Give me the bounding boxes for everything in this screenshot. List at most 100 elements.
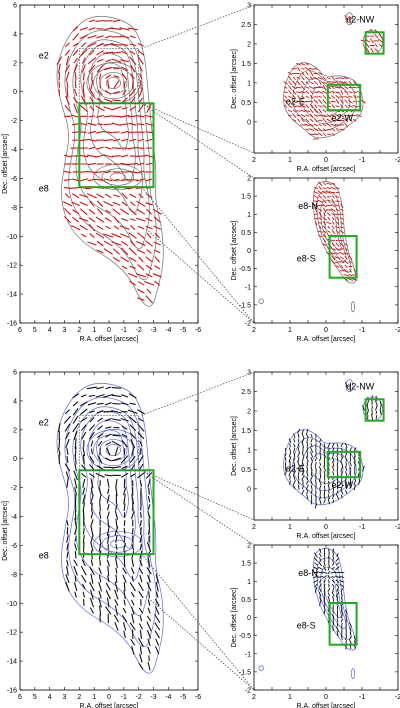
p3-vector: [318, 208, 323, 212]
p1-vector: [145, 217, 153, 222]
p5-vector: [345, 490, 348, 494]
p2-vector: [284, 86, 288, 89]
p5-vector: [284, 465, 287, 472]
p4-vector: [98, 574, 102, 583]
p4-vector: [139, 574, 143, 583]
p3-vector: [331, 221, 335, 225]
p3-vector: [314, 220, 318, 226]
p3-xtick-label: 2: [252, 327, 256, 334]
p3-vector: [323, 212, 326, 216]
p4-vector: [131, 527, 134, 535]
p3-vector: [330, 208, 336, 212]
p3-vector: [322, 204, 327, 208]
p1-vector: [121, 97, 128, 104]
p2-vector: [283, 81, 288, 85]
p4-ytick-label: -2: [11, 485, 17, 492]
p4-vector: [106, 559, 110, 567]
p2-vector: [297, 95, 300, 99]
p4-vector: [74, 446, 77, 457]
p1-xtick-label: 3: [63, 327, 67, 334]
p5-vector: [305, 433, 309, 439]
p6-vector: [335, 583, 340, 588]
p5-vector: [362, 465, 365, 472]
p4-vector: [123, 590, 126, 599]
p1-vector: [87, 178, 97, 182]
p3-contour: [258, 298, 264, 304]
p4-vector: [147, 511, 151, 520]
p3-ytick-label: 1: [247, 212, 251, 219]
p5-vector: [319, 457, 322, 462]
p1-xtick-label: 2: [77, 327, 81, 334]
p4-vector: [66, 551, 69, 559]
p3-vector: [340, 264, 344, 269]
p2-vector: [284, 104, 288, 108]
p1-region-label: e2: [39, 50, 49, 60]
p1-vector: [113, 194, 120, 198]
p1-vector: [136, 249, 146, 254]
p2-vector: [375, 43, 378, 48]
p2-vector: [309, 100, 314, 103]
p3-ytick-label: 1.5: [241, 194, 251, 201]
p4-vector: [123, 494, 126, 505]
p5-vector: [297, 475, 300, 481]
p4-vector: [123, 543, 126, 551]
p3-vector: [335, 226, 340, 229]
p3-vector: [322, 198, 327, 204]
p1-vector: [105, 193, 112, 198]
p1-vector: [121, 247, 129, 256]
p1-vector: [128, 122, 137, 126]
p5-vector: [344, 442, 348, 448]
p2-vector: [313, 91, 319, 93]
p5-vector: [319, 498, 322, 505]
p5-vector: [353, 461, 356, 467]
p1-vector: [79, 27, 88, 31]
p2-vector: [344, 90, 349, 94]
p6-ytick-label: 1: [247, 579, 251, 586]
p1-vector: [146, 232, 152, 239]
p5-vector: [345, 457, 347, 462]
p1-vector: [152, 208, 162, 215]
p6-vector: [318, 583, 322, 588]
p6-vector: [330, 571, 336, 574]
p4-vector: [89, 473, 95, 478]
p2-vector: [313, 108, 319, 114]
p2-vector: [322, 104, 327, 108]
p2-vector: [313, 133, 319, 136]
p1-vector: [88, 146, 96, 150]
p4-vector: [88, 394, 96, 397]
p4-xtick-label: 6: [18, 694, 22, 701]
p2-contour: [345, 12, 354, 25]
p4-vector: [138, 662, 144, 670]
p1-vector: [112, 19, 120, 22]
p5-ytick-label: 0: [247, 486, 251, 493]
p3-vector: [339, 230, 345, 234]
p1-vector: [120, 66, 129, 71]
p3-ytick-label: 0: [247, 248, 251, 255]
p6-vector: [332, 622, 335, 628]
p6-contour: [350, 668, 356, 680]
p1-vector: [120, 35, 129, 39]
p6-vector: [349, 639, 352, 645]
p4-vector: [114, 446, 119, 457]
p6-vector: [314, 552, 318, 558]
p5-vector: [301, 485, 304, 490]
p3-vector: [331, 213, 336, 216]
p4-vector: [66, 447, 69, 456]
p4-vector: [65, 581, 70, 592]
p2-ytick-label: 2: [247, 41, 251, 48]
p1-vector: [112, 208, 121, 215]
p4-vector: [140, 512, 142, 519]
p1-vector: [119, 114, 130, 118]
p5-vector: [297, 433, 300, 439]
p5-xtick-label: 0: [324, 524, 328, 531]
p2-vector: [284, 95, 288, 99]
p5-vector: [306, 480, 309, 485]
p4-vector: [96, 410, 104, 414]
p4-vector: [90, 519, 94, 527]
p3-vector: [348, 274, 353, 277]
p1-vector: [136, 241, 146, 246]
p6-ytick-label: 0: [247, 615, 251, 622]
p6-vector: [319, 596, 322, 601]
p5-vector: [319, 438, 322, 443]
p5-vector: [341, 494, 343, 499]
